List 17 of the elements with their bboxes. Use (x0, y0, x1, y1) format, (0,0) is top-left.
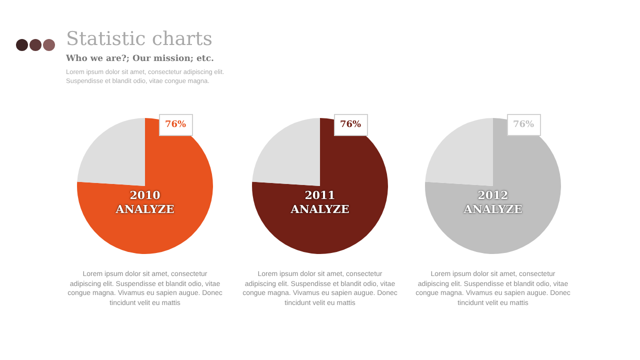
text: 2010 (130, 189, 160, 202)
text: ANALYZE (464, 203, 522, 216)
pie-slice (77, 118, 145, 186)
pie-slice (425, 118, 493, 186)
pie-slice (425, 118, 561, 254)
data-label: 76% (513, 120, 535, 130)
text: 2011 (304, 189, 336, 202)
text: ANALYZE (116, 203, 174, 216)
data-label: 76% (165, 120, 187, 130)
text: ANALYZE (290, 203, 350, 216)
pie-slice (77, 118, 213, 254)
data-label: 76% (340, 120, 362, 130)
chart-title: Statistic charts (66, 28, 214, 50)
text: 2012 (478, 189, 508, 202)
chart-subtitle: Who we are?; Our mission; etc. (66, 54, 215, 64)
pie-slice (252, 118, 320, 186)
pie-slice (252, 118, 388, 254)
